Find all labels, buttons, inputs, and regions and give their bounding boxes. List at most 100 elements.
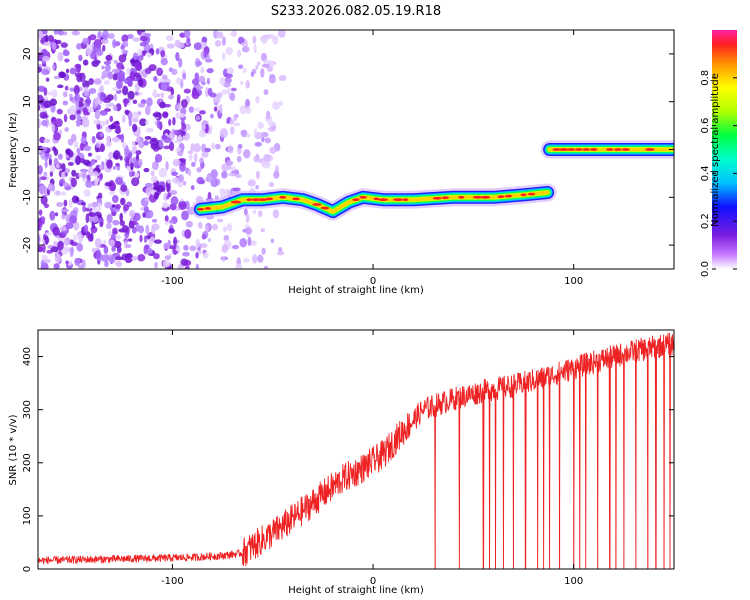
noise-blob <box>176 77 181 85</box>
noise-blob <box>61 208 69 213</box>
noise-blob <box>216 92 223 99</box>
noise-blob <box>73 84 80 95</box>
noise-blob <box>240 129 247 136</box>
noise-blob <box>76 242 84 252</box>
noise-blob <box>57 30 64 36</box>
noise-blob <box>75 155 81 166</box>
noise-blob <box>75 120 82 125</box>
noise-blob <box>138 225 145 234</box>
noise-blob <box>250 71 255 78</box>
snr-xtick-label: -100 <box>161 576 184 587</box>
spectrogram-ytick-label: -10 <box>22 189 33 205</box>
noise-blob <box>171 171 179 176</box>
noise-blob <box>127 238 133 242</box>
noise-blob <box>53 132 61 141</box>
noise-blob <box>214 39 222 47</box>
noise-blob <box>69 67 77 75</box>
noise-blob <box>169 219 176 224</box>
noise-blob <box>38 245 43 252</box>
spectrogram-ytick-label: -20 <box>22 237 33 253</box>
noise-blob <box>181 122 187 131</box>
ridge-peak <box>458 195 465 199</box>
noise-blob <box>150 175 158 184</box>
noise-blob <box>69 105 77 115</box>
noise-blob <box>130 162 134 171</box>
noise-blob <box>105 135 110 143</box>
noise-blob <box>114 256 124 261</box>
noise-blob <box>69 250 74 258</box>
noise-blob <box>272 209 280 219</box>
spectrogram-ytick-label: 0 <box>22 146 33 152</box>
noise-blob <box>63 114 68 123</box>
noise-blob <box>52 146 57 152</box>
noise-blob <box>116 246 122 254</box>
noise-blob <box>154 261 158 269</box>
noise-blob <box>155 48 160 55</box>
noise-blob <box>137 158 143 167</box>
noise-blob <box>127 90 135 100</box>
noise-blob <box>229 166 236 172</box>
noise-blob <box>120 133 125 143</box>
noise-blob <box>104 64 111 72</box>
noise-blob <box>257 210 263 218</box>
noise-blob <box>62 100 69 106</box>
noise-blob <box>91 135 96 144</box>
noise-blob <box>223 235 230 241</box>
noise-blob <box>106 159 113 169</box>
noise-blob <box>51 42 57 51</box>
noise-blob <box>54 212 59 217</box>
noise-blob <box>163 78 172 83</box>
noise-blob <box>182 180 187 186</box>
noise-blob <box>99 109 108 116</box>
noise-blob <box>82 107 89 116</box>
snr-ylabel: SNR (10 * v/v) <box>8 414 19 485</box>
noise-blob <box>199 110 206 115</box>
noise-blob <box>50 116 57 125</box>
noise-blob <box>268 181 275 188</box>
noise-blob <box>167 192 172 198</box>
noise-blob <box>51 64 56 70</box>
noise-blob <box>169 189 178 196</box>
noise-blob <box>176 42 185 49</box>
noise-blob <box>60 42 68 48</box>
colorbar-tick-label: 0.6 <box>700 118 711 134</box>
noise-blob <box>243 149 251 159</box>
noise-blob <box>166 183 171 193</box>
ridge-peak <box>480 195 491 199</box>
noise-blob <box>163 136 172 144</box>
noise-blob <box>163 242 171 250</box>
noise-blob <box>141 50 148 55</box>
noise-blob <box>112 104 118 112</box>
noise-blob <box>38 30 44 39</box>
noise-blob <box>99 143 106 153</box>
colorbar-tick-label: 0.4 <box>700 165 711 181</box>
noise-blob <box>226 223 233 232</box>
noise-blob <box>263 89 269 96</box>
noise-blob <box>99 132 104 137</box>
noise-blob <box>112 165 117 170</box>
noise-blob <box>114 203 121 210</box>
noise-blob <box>154 153 163 163</box>
noise-blob <box>245 80 251 89</box>
noise-blob <box>131 177 140 187</box>
noise-blob <box>145 224 150 235</box>
noise-blob <box>143 206 149 213</box>
noise-blob <box>257 122 264 129</box>
noise-blob <box>62 91 68 98</box>
noise-blob <box>94 237 102 248</box>
snr-ytick-label: 300 <box>22 400 33 419</box>
noise-blob <box>200 66 205 74</box>
noise-blob <box>173 236 178 247</box>
snr-ytick-label: 0 <box>22 566 33 572</box>
noise-blob <box>170 196 179 206</box>
ridge-peak <box>520 193 527 197</box>
ridge-peak <box>582 148 590 151</box>
noise-blob <box>87 212 97 217</box>
snr-series-line <box>38 332 674 569</box>
noise-blob <box>224 73 233 79</box>
noise-blob <box>172 158 181 167</box>
noise-blob <box>88 77 94 86</box>
noise-blob <box>266 33 275 39</box>
noise-blob <box>75 196 80 203</box>
